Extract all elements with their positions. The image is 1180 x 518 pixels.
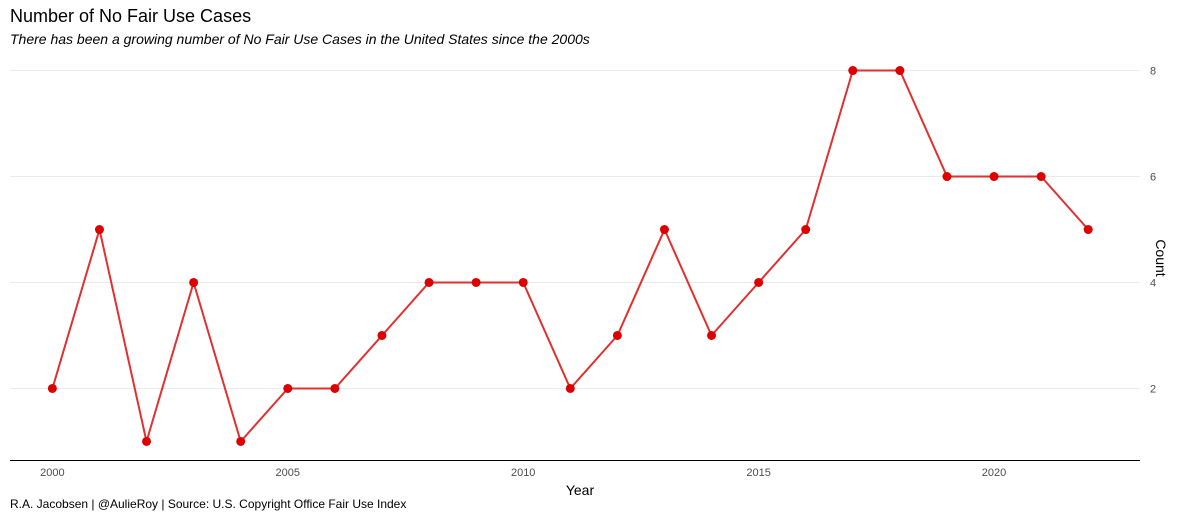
data-point-2007 (377, 330, 387, 340)
data-point-2000 (47, 383, 57, 393)
data-point-2006 (330, 383, 340, 393)
chart-title: Number of No Fair Use Cases (10, 6, 252, 26)
x-tick-label: 2000 (40, 467, 64, 479)
data-point-2021 (1036, 172, 1046, 182)
data-point-2009 (471, 277, 481, 287)
chart-subtitle: There has been a growing number of No Fa… (10, 31, 590, 47)
y-tick-label: 6 (1150, 172, 1156, 184)
data-point-2014 (707, 330, 717, 340)
data-point-2003 (189, 277, 199, 287)
x-axis-ticks: 2000 2005 2010 2015 2020 (40, 467, 1006, 479)
chart-caption: R.A. Jacobsen | @AulieRoy | Source: U.S.… (10, 497, 407, 511)
series (47, 66, 1093, 446)
data-point-2016 (801, 225, 811, 235)
data-point-2005 (283, 383, 293, 393)
y-tick-label: 4 (1150, 277, 1156, 289)
y-tick-label: 2 (1150, 383, 1156, 395)
data-point-2011 (565, 383, 575, 393)
data-point-2019 (942, 172, 952, 182)
x-axis-title: Year (566, 482, 595, 498)
data-point-2017 (848, 66, 858, 76)
gridlines (10, 70, 1140, 389)
data-point-2010 (518, 277, 528, 287)
data-point-2022 (1083, 225, 1093, 235)
data-point-2001 (94, 225, 104, 235)
x-tick-label: 2020 (982, 467, 1006, 479)
data-point-2020 (989, 172, 999, 182)
data-point-2008 (424, 277, 434, 287)
data-point-2004 (236, 436, 246, 446)
y-tick-label: 8 (1150, 66, 1156, 78)
x-tick-label: 2015 (746, 467, 770, 479)
data-point-2015 (754, 277, 764, 287)
data-point-2013 (659, 225, 669, 235)
data-point-2018 (895, 66, 905, 76)
x-tick-label: 2010 (511, 467, 535, 479)
x-tick-label: 2005 (276, 467, 300, 479)
data-point-2002 (142, 436, 152, 446)
y-axis-title: Count (1153, 239, 1169, 276)
y-axis-ticks: 2 4 6 8 (1150, 66, 1156, 396)
data-point-2012 (612, 330, 622, 340)
